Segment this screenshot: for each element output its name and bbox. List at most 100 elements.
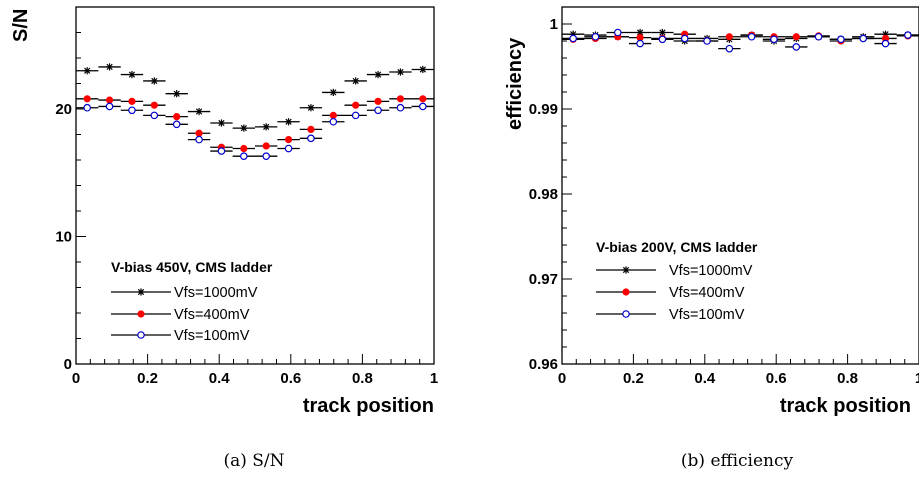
x-tick-label: 0.2 bbox=[623, 370, 644, 387]
data-point bbox=[262, 142, 270, 150]
data-point bbox=[814, 32, 823, 41]
x-axis-label: track position bbox=[303, 395, 434, 417]
data-point bbox=[419, 95, 427, 103]
y-axis-label: S/N bbox=[10, 9, 32, 42]
data-point bbox=[128, 106, 136, 115]
data-point bbox=[569, 34, 577, 43]
data-point bbox=[172, 120, 181, 129]
plot-frame bbox=[561, 6, 919, 365]
data-point bbox=[396, 68, 405, 76]
legend-entry-label: Vfs=1000mV bbox=[669, 263, 753, 279]
data-point bbox=[725, 33, 733, 41]
data-point bbox=[173, 113, 181, 121]
x-tick-label: 0.6 bbox=[766, 370, 787, 387]
y-tick-label: 0 bbox=[64, 356, 72, 373]
y-tick-label: 1 bbox=[550, 16, 558, 33]
data-point bbox=[329, 117, 338, 126]
y-axis-label: efficiency bbox=[504, 37, 526, 130]
data-point bbox=[591, 32, 600, 41]
legend-entry-label: Vfs=400mV bbox=[669, 285, 745, 301]
figure-caption: (a) S/N bbox=[223, 451, 284, 471]
data-point bbox=[240, 152, 248, 160]
series-vfs-100mv bbox=[76, 102, 434, 160]
data-point bbox=[83, 67, 91, 75]
data-point bbox=[770, 35, 778, 44]
series-vfs-1000mv bbox=[76, 63, 434, 132]
data-point bbox=[636, 39, 644, 48]
legend-entry-label: Vfs=100mV bbox=[174, 328, 250, 344]
data-point bbox=[374, 106, 382, 115]
x-tick-label: 0.8 bbox=[352, 370, 373, 387]
legend-marker bbox=[137, 310, 145, 318]
data-point bbox=[128, 97, 136, 105]
data-point bbox=[374, 97, 382, 105]
x-tick-label: 0.4 bbox=[209, 370, 231, 387]
legend: V-bias 200V, CMS ladder Vfs=1000mV Vfs=400… bbox=[596, 239, 758, 323]
data-point bbox=[419, 65, 427, 74]
data-point bbox=[658, 28, 667, 37]
data-point bbox=[83, 103, 91, 112]
y-tick-label: 0.96 bbox=[529, 356, 558, 373]
x-tick-label: 1 bbox=[915, 370, 919, 387]
data-point bbox=[837, 35, 845, 44]
data-point bbox=[703, 37, 711, 45]
data-point bbox=[396, 95, 405, 103]
data-point bbox=[352, 101, 360, 109]
data-point bbox=[792, 43, 801, 51]
data-point bbox=[613, 28, 622, 37]
data-point bbox=[195, 107, 203, 116]
x-tick-label: 0 bbox=[72, 370, 80, 387]
data-point bbox=[150, 77, 158, 85]
data-point bbox=[284, 118, 293, 126]
data-point bbox=[83, 95, 91, 103]
legend-marker bbox=[622, 288, 630, 296]
legend-marker bbox=[622, 266, 630, 274]
figure-caption: (b) efficiency bbox=[681, 451, 794, 471]
legend-title: V-bias 200V, CMS ladder bbox=[596, 239, 758, 255]
data-point bbox=[658, 35, 667, 44]
legend: V-bias 450V, CMS ladder Vfs=1000mV Vfs=400… bbox=[111, 259, 273, 344]
x-tick-label: 1 bbox=[430, 370, 438, 387]
data-point bbox=[747, 32, 756, 41]
legend-marker bbox=[137, 331, 145, 339]
data-point bbox=[352, 77, 360, 85]
y-tick-label: 0.98 bbox=[529, 186, 558, 203]
legend-marker bbox=[622, 310, 630, 318]
data-point bbox=[284, 136, 293, 144]
data-point bbox=[173, 90, 181, 98]
data-point bbox=[105, 96, 114, 104]
data-point bbox=[195, 129, 203, 137]
data-point bbox=[351, 111, 360, 120]
data-point bbox=[105, 63, 114, 71]
data-point bbox=[680, 34, 689, 43]
data-point bbox=[329, 88, 337, 97]
legend-entry-label: Vfs=100mV bbox=[669, 307, 745, 323]
data-point bbox=[150, 101, 158, 109]
y-tick-label: 20 bbox=[55, 101, 72, 118]
data-point bbox=[725, 44, 734, 53]
y-tick-label: 0.99 bbox=[529, 101, 558, 118]
x-tick-label: 0.4 bbox=[694, 370, 716, 387]
data-point bbox=[105, 102, 114, 111]
series-vfs-100mv bbox=[562, 28, 919, 53]
data-point bbox=[374, 70, 382, 79]
data-point bbox=[217, 119, 226, 127]
x-axis-label: track position bbox=[780, 395, 911, 417]
legend-marker bbox=[137, 288, 145, 296]
data-point bbox=[284, 144, 293, 153]
plot-frame bbox=[75, 6, 435, 365]
data-point bbox=[859, 34, 868, 43]
x-tick-label: 0.2 bbox=[137, 370, 158, 387]
x-tick-label: 0.6 bbox=[280, 370, 301, 387]
data-point bbox=[217, 147, 226, 155]
legend-entry-label: Vfs=1000mV bbox=[174, 285, 258, 301]
data-point bbox=[329, 111, 337, 119]
data-point bbox=[195, 135, 203, 144]
data-point bbox=[419, 102, 427, 111]
data-point bbox=[262, 123, 270, 131]
data-point bbox=[904, 31, 912, 39]
x-tick-label: 0.8 bbox=[837, 370, 858, 387]
data-point bbox=[150, 111, 159, 120]
